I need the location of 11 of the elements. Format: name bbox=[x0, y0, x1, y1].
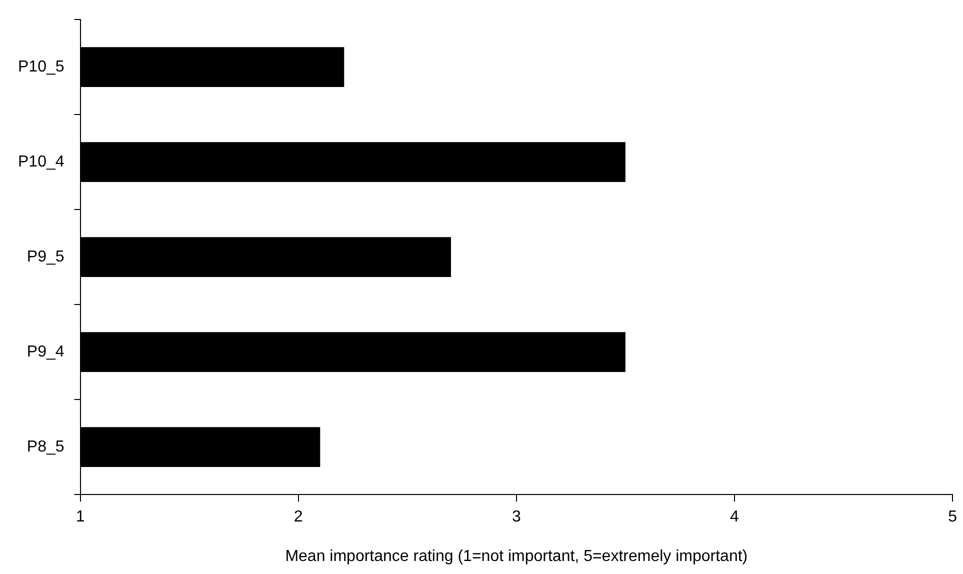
y-tick-label: P10_4 bbox=[18, 154, 64, 171]
x-axis-title: Mean importance rating (1=not important, 5=extremely important) bbox=[285, 548, 748, 565]
x-tick-label: 3 bbox=[512, 508, 521, 526]
y-tick-label: P10_5 bbox=[18, 58, 64, 76]
x-tick-label: 5 bbox=[948, 508, 958, 526]
x-tick-label: 4 bbox=[730, 508, 740, 526]
y-tick-label: P8_5 bbox=[26, 438, 64, 456]
x-tick-label: 1 bbox=[76, 508, 85, 526]
y-tick-label: P9_5 bbox=[26, 248, 64, 266]
x-tick-label: 2 bbox=[294, 508, 303, 526]
y-tick-label: P9_4 bbox=[26, 344, 64, 361]
